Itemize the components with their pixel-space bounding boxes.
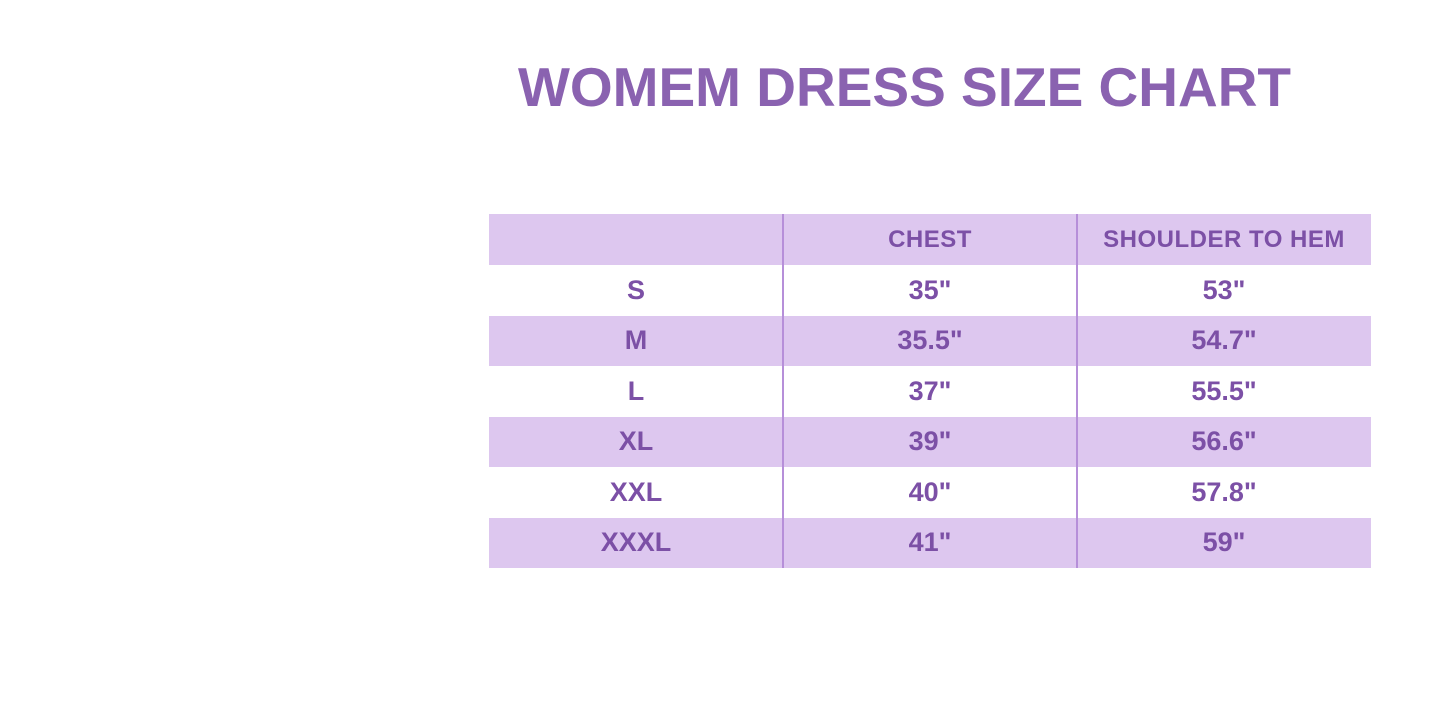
size-cell: M bbox=[624, 325, 648, 356]
size-cell: S bbox=[626, 274, 645, 305]
chest-cell: 39" bbox=[908, 426, 952, 457]
chest-cell: 40" bbox=[908, 476, 952, 507]
size-chart-table: CHEST SHOULDER TO HEM S 35" 53" M 35.5" 54.7"… bbox=[489, 214, 1371, 568]
chest-cell: 37" bbox=[908, 375, 952, 406]
chest-cell: 35" bbox=[908, 274, 952, 305]
header-cell-chest: CHEST bbox=[888, 225, 972, 253]
size-cell: XXL bbox=[609, 476, 663, 507]
table-header-row: CHEST SHOULDER TO HEM bbox=[489, 214, 1371, 265]
shoulder-to-hem-cell: 55.5" bbox=[1191, 375, 1257, 406]
page-title: WOMEM DRESS SIZE CHART bbox=[517, 56, 1292, 118]
table-row: M 35.5" 54.7" bbox=[489, 315, 1371, 366]
chest-cell: 35.5" bbox=[897, 325, 963, 356]
table-row: L 37" 55.5" bbox=[489, 366, 1371, 417]
size-cell: XL bbox=[618, 426, 654, 457]
column-divider bbox=[782, 214, 784, 568]
shoulder-to-hem-cell: 57.8" bbox=[1191, 476, 1257, 507]
table-row: XL 39" 56.6" bbox=[489, 416, 1371, 467]
header-cell-shoulder-to-hem: SHOULDER TO HEM bbox=[1103, 225, 1345, 253]
shoulder-to-hem-cell: 54.7" bbox=[1191, 325, 1257, 356]
table-row: XXL 40" 57.8" bbox=[489, 467, 1371, 518]
table-body: S 35" 53" M 35.5" 54.7" L 37" 55.5" XL 39" 56.6" XXL… bbox=[489, 265, 1371, 568]
chest-cell: 41" bbox=[908, 527, 952, 558]
shoulder-to-hem-cell: 59" bbox=[1202, 527, 1246, 558]
shoulder-to-hem-cell: 56.6" bbox=[1191, 426, 1257, 457]
size-cell: L bbox=[627, 375, 645, 406]
header-cell-size bbox=[489, 214, 783, 265]
table-row: XXXL 41" 59" bbox=[489, 517, 1371, 568]
column-divider bbox=[1076, 214, 1078, 568]
shoulder-to-hem-cell: 53" bbox=[1202, 274, 1246, 305]
size-cell: XXXL bbox=[600, 527, 672, 558]
table-row: S 35" 53" bbox=[489, 265, 1371, 316]
